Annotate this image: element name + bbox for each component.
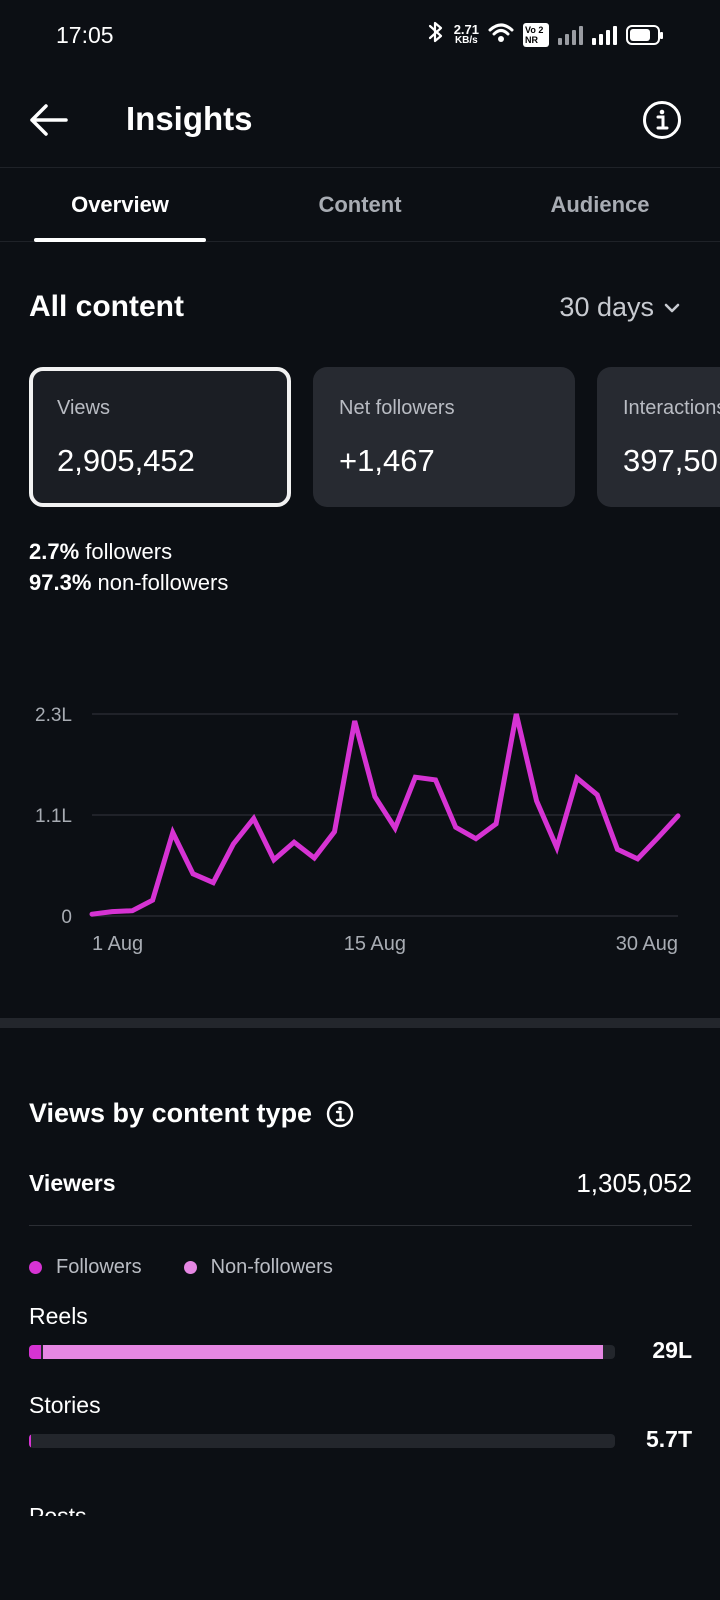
tab-content[interactable]: Content <box>318 192 402 217</box>
audience-split: 2.7% followers 97.3% non-followers <box>29 536 228 598</box>
non-followers-share: 97.3% non-followers <box>29 567 228 598</box>
metric-label: Views <box>57 397 110 419</box>
metric-card-views[interactable]: Views 2,905,452 <box>29 367 291 507</box>
metric-card-net-followers[interactable]: Net followers +1,467 <box>313 367 575 507</box>
metric-label: Interactions <box>623 397 720 419</box>
chart-svg: 0 1.1L 2.3L 1 Aug 15 Aug 30 Aug <box>35 705 681 955</box>
non-followers-label: non-followers <box>97 570 229 595</box>
viewers-label: Viewers <box>29 1170 116 1196</box>
followers-label: followers <box>85 539 173 564</box>
viewers-row: Viewers 1,305,052 <box>29 1168 692 1226</box>
x-tick-label: 30 Aug <box>616 933 678 955</box>
legend-label: Followers <box>56 1256 142 1278</box>
content-type-name: Reels <box>29 1303 88 1329</box>
legend: Followers Non-followers <box>29 1256 333 1279</box>
volte-bottom: NR <box>525 35 538 45</box>
content-type-value: 5.7T <box>645 1426 692 1452</box>
section-title: All content <box>29 290 184 323</box>
metric-value: 397,50 <box>623 443 718 478</box>
y-tick-label: 0 <box>61 907 72 928</box>
y-tick-label: 1.1L <box>35 806 72 827</box>
tab-bar: Overview Content Audience <box>0 168 720 242</box>
net-speed: 2.71 KB/s <box>453 22 479 46</box>
content-type-bar <box>29 1434 615 1448</box>
content-type-row-posts-cut: Posts <box>29 1503 87 1516</box>
arrow-left-icon <box>30 104 68 136</box>
non-followers-segment <box>43 1345 603 1359</box>
metric-card-interactions[interactable]: Interactions 397,50 <box>597 367 720 507</box>
views-by-type-title: Views by content type <box>29 1098 313 1128</box>
info-icon[interactable] <box>326 1100 354 1128</box>
x-tick-label: 1 Aug <box>92 933 143 955</box>
back-button[interactable] <box>24 94 76 146</box>
tab-audience[interactable]: Audience <box>550 192 650 217</box>
legend-dot-followers <box>29 1261 42 1274</box>
followers-segment <box>29 1434 31 1448</box>
chevron-down-icon <box>664 303 680 312</box>
views-by-type-heading: Views by content type <box>29 1098 354 1129</box>
x-tick-label: 15 Aug <box>344 933 406 955</box>
info-icon <box>643 101 681 139</box>
legend-dot-non-followers <box>183 1261 197 1274</box>
info-button[interactable] <box>642 100 682 140</box>
metric-value: 2,905,452 <box>57 443 195 478</box>
y-tick-label: 2.3L <box>35 705 72 726</box>
volte-badge: Vo 2 NR <box>523 23 549 47</box>
net-speed-unit: KB/s <box>454 35 478 46</box>
active-tab-indicator <box>34 238 206 242</box>
wifi-icon <box>488 22 514 49</box>
followers-segment <box>29 1345 41 1359</box>
metric-label: Net followers <box>339 397 455 419</box>
status-time: 17:05 <box>56 22 114 48</box>
legend-label: Non-followers <box>210 1256 333 1278</box>
legend-item-followers: Followers <box>29 1256 142 1279</box>
tab-overview[interactable]: Overview <box>71 192 169 217</box>
top-bar: Insights <box>0 72 720 168</box>
content-type-bar <box>29 1345 615 1359</box>
page-title: Insights <box>126 100 253 137</box>
signal-icon <box>558 25 583 45</box>
non-followers-pct: 97.3% <box>29 570 92 595</box>
period-label: 30 days <box>559 292 654 322</box>
period-dropdown[interactable]: 30 days <box>559 292 680 323</box>
content-type-value: 29L <box>652 1337 692 1363</box>
followers-pct: 2.7% <box>29 539 80 564</box>
views-line-chart: 0 1.1L 2.3L 1 Aug 15 Aug 30 Aug <box>0 700 720 980</box>
signal-icon <box>592 25 617 45</box>
bluetooth-icon <box>427 20 445 50</box>
section-divider <box>0 1018 720 1028</box>
volte-top: Vo 2 <box>525 25 544 35</box>
status-bar: 17:05 2.71 KB/s Vo 2 NR <box>0 0 720 72</box>
status-icons: 2.71 KB/s Vo 2 NR <box>427 20 663 50</box>
viewers-value: 1,305,052 <box>576 1168 692 1198</box>
content-type-row-reels[interactable]: Reels 29L <box>29 1303 692 1373</box>
net-speed-value: 2.71 <box>453 22 479 37</box>
metric-cards: Views 2,905,452 Net followers +1,467 Int… <box>29 367 720 507</box>
views-series-line <box>89 713 681 917</box>
metric-value: +1,467 <box>339 443 435 478</box>
content-type-row-stories[interactable]: Stories 5.7T <box>29 1392 692 1462</box>
content-type-name: Stories <box>29 1392 101 1418</box>
followers-share: 2.7% followers <box>29 536 228 567</box>
legend-item-non-followers: Non-followers <box>183 1256 333 1279</box>
battery-icon <box>626 25 663 45</box>
